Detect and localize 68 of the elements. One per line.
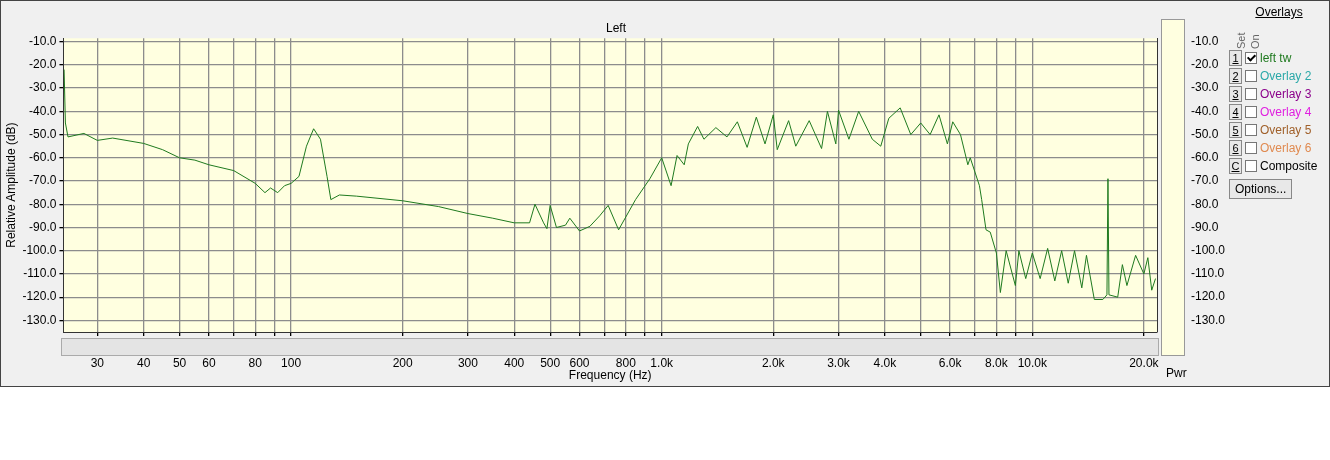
x-tick-label: 4.0k: [873, 355, 898, 370]
text: 5: [1229, 122, 1242, 138]
x-tick-label: 10.0k: [1017, 355, 1048, 370]
y2-tick-label: -130.0: [1191, 312, 1226, 327]
y-axis-title: Relative Amplitude (dB): [3, 122, 18, 248]
x-tick-label: 80: [248, 355, 263, 370]
y2-tick-label: -30.0: [1191, 80, 1219, 95]
x-tick-label: 300: [457, 355, 479, 370]
y2-tick-label: -20.0: [1191, 57, 1219, 72]
y2-tick-label: -110.0: [1191, 266, 1225, 281]
y-tick-label: -90.0: [29, 219, 57, 234]
text: Overlay 4: [1260, 105, 1312, 119]
y2-tick-label: -50.0: [1191, 126, 1219, 141]
x-tick-label: 8.0k: [985, 355, 1009, 370]
y2-tick-label: -70.0: [1191, 173, 1219, 188]
chart-title: Left: [605, 21, 627, 36]
y-tick-label: -30.0: [29, 80, 57, 95]
x-axis-title: Frequency (Hz): [568, 368, 652, 383]
x-tick-label: 400: [504, 355, 525, 370]
text: Overlay 6: [1260, 141, 1312, 155]
y-tick-label: -50.0: [29, 126, 57, 141]
text: 6: [1229, 140, 1242, 156]
text: Pwr: [1166, 366, 1187, 380]
x-tick-label: 50: [172, 355, 187, 370]
y2-tick-label: -120.0: [1191, 289, 1226, 304]
y-tick-label: -130.0: [22, 312, 57, 327]
text: Options...: [1229, 179, 1293, 199]
y-tick-label: -110.0: [23, 266, 57, 281]
text: Composite: [1260, 159, 1318, 173]
text: Overlay 2: [1260, 69, 1312, 83]
y2-tick-label: -40.0: [1191, 103, 1219, 118]
text: 2: [1229, 68, 1242, 84]
x-tick-label: 30: [90, 355, 105, 370]
x-tick-label: 60: [202, 355, 216, 370]
text: 4: [1229, 104, 1242, 120]
x-tick-label: 100: [281, 355, 302, 370]
y-tick-label: -60.0: [29, 150, 57, 165]
y-tick-label: -10.0: [29, 34, 57, 48]
text: Set: [1235, 31, 1247, 49]
y-tick-label: -120.0: [22, 289, 57, 304]
legend-title: Overlays: [1254, 5, 1304, 19]
x-tick-label: 6.0k: [938, 355, 963, 370]
text: left tw: [1260, 51, 1292, 65]
text: Overlay 3: [1260, 87, 1312, 101]
y2-tick-label: -90.0: [1191, 219, 1219, 234]
y-tick-label: -70.0: [29, 173, 57, 188]
x-tick-label: 800: [615, 355, 637, 370]
y2-tick-label: -60.0: [1191, 150, 1219, 165]
y-tick-label: -80.0: [29, 196, 57, 211]
x-tick-label: 500: [540, 355, 561, 370]
x-tick-label: 600: [569, 355, 590, 370]
x-tick-label: 3.0k: [827, 355, 851, 370]
text: 3: [1229, 86, 1242, 102]
y-tick-label: -40.0: [29, 103, 57, 118]
text: On: [1249, 33, 1261, 49]
text: C: [1229, 158, 1242, 174]
y2-tick-label: -80.0: [1191, 196, 1219, 211]
y-tick-label: -20.0: [29, 57, 57, 72]
y-tick-label: -100.0: [22, 243, 57, 258]
x-tick-label: 200: [392, 355, 414, 370]
y2-tick-label: -10.0: [1191, 34, 1219, 48]
x-tick-label: 1.0k: [650, 355, 675, 370]
y2-tick-label: -100.0: [1191, 243, 1226, 258]
x-tick-label: 40: [136, 355, 151, 370]
text: Overlay 5: [1260, 123, 1312, 137]
x-tick-label: 20.0k: [1129, 355, 1160, 370]
x-tick-label: 2.0k: [761, 355, 786, 370]
text: 1: [1229, 50, 1242, 66]
